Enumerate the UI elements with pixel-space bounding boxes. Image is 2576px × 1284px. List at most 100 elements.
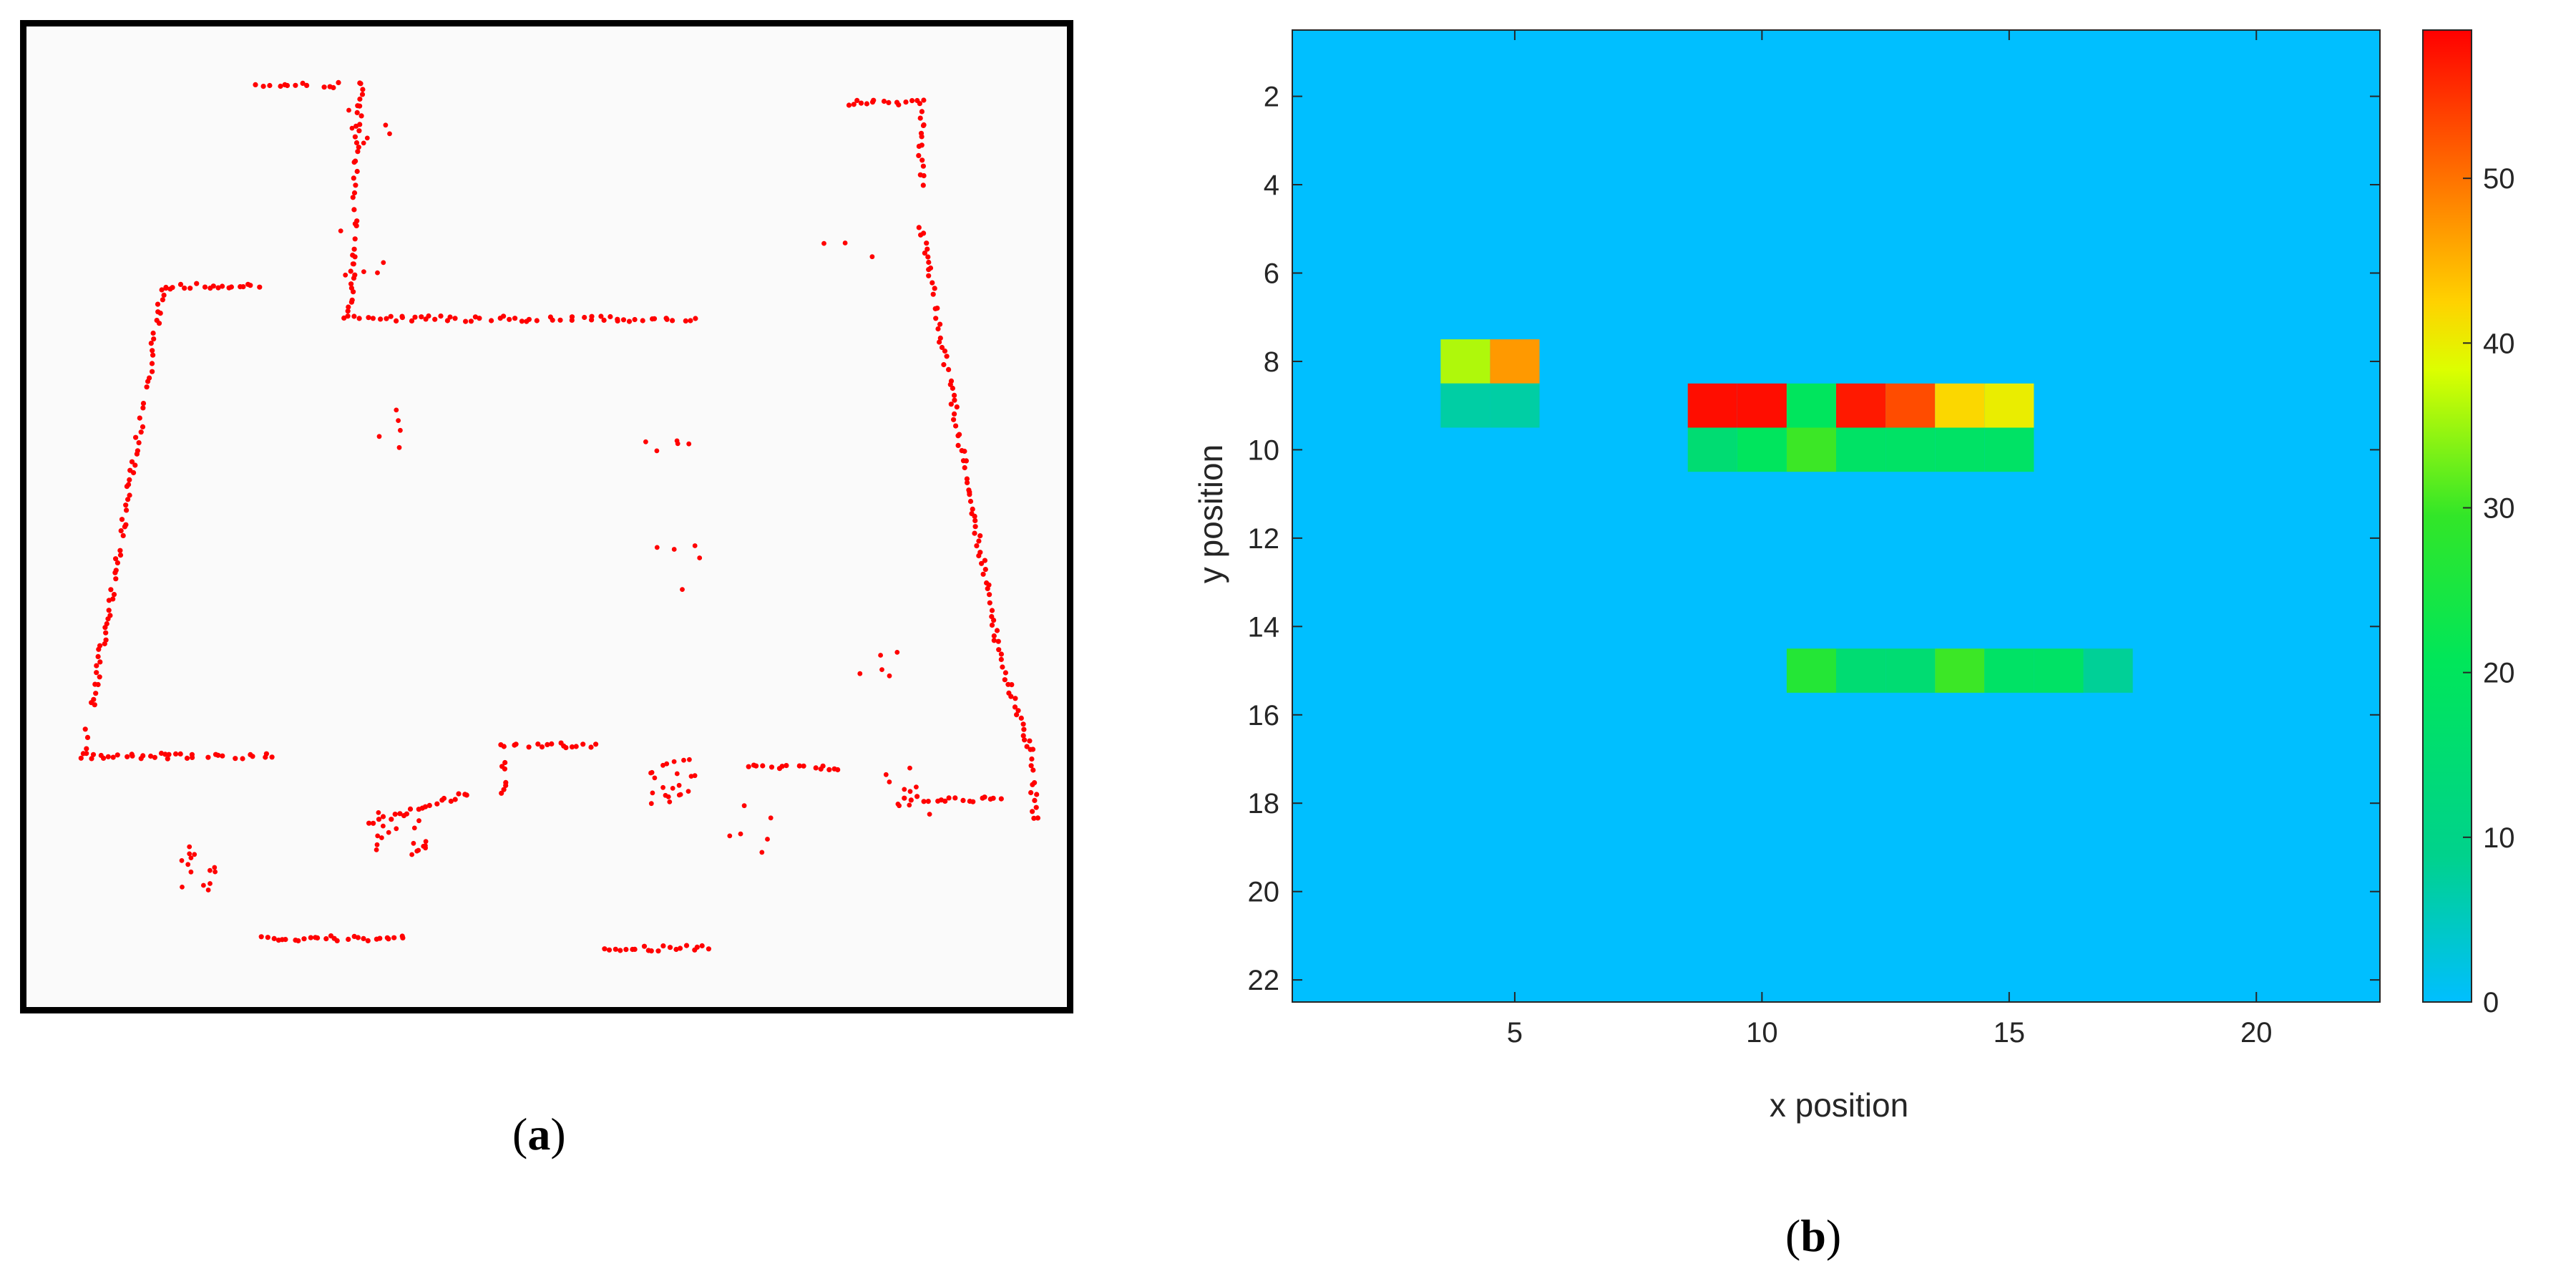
- scan-point: [240, 756, 245, 762]
- scan-point: [932, 286, 937, 291]
- scan-point: [421, 844, 426, 849]
- heatmap-frame: [1292, 29, 2381, 1003]
- x-tick-label: 10: [1746, 1017, 1778, 1049]
- scan-point: [140, 401, 147, 407]
- scan-point: [499, 790, 504, 796]
- scan-point: [113, 568, 119, 573]
- scan-point: [105, 754, 111, 759]
- scan-point: [135, 448, 140, 454]
- scan-point: [119, 517, 125, 522]
- scan-point: [423, 839, 429, 845]
- scan-point: [129, 459, 135, 465]
- scan-point: [103, 637, 109, 643]
- scan-point: [688, 318, 693, 324]
- scan-point: [654, 448, 660, 454]
- scan-point: [914, 794, 920, 799]
- scan-point: [727, 833, 733, 839]
- scan-point: [618, 948, 623, 953]
- scan-point: [394, 407, 399, 413]
- y-tick-label: 8: [1264, 346, 1279, 378]
- scan-point: [348, 285, 354, 291]
- scan-point: [101, 755, 107, 761]
- scan-point: [954, 404, 960, 410]
- scan-point: [257, 284, 263, 290]
- scan-point: [998, 651, 1004, 657]
- scan-point: [887, 779, 892, 784]
- scan-point: [615, 318, 620, 324]
- scan-point: [953, 423, 959, 429]
- scan-point: [801, 763, 806, 769]
- scan-point: [127, 477, 132, 483]
- scan-point: [192, 852, 197, 857]
- scan-point: [871, 97, 877, 103]
- scan-point: [177, 281, 184, 287]
- scan-point: [678, 792, 683, 797]
- scan-point: [348, 268, 353, 274]
- scan-point: [965, 480, 970, 486]
- scan-point: [376, 434, 382, 439]
- scan-point: [1012, 704, 1018, 710]
- scan-point: [994, 628, 1000, 633]
- scan-point: [381, 260, 386, 266]
- heatmap-cell: [1490, 339, 1540, 384]
- scan-point: [346, 304, 351, 310]
- scan-point: [942, 348, 948, 354]
- scan-point: [606, 947, 613, 953]
- scan-point: [935, 306, 940, 311]
- scan-point: [513, 741, 519, 747]
- scan-point: [972, 524, 978, 530]
- scan-point: [664, 761, 670, 767]
- scan-point: [392, 812, 398, 817]
- scan-point: [952, 397, 957, 403]
- heatmap-cell: [2034, 648, 2084, 693]
- scan-point: [148, 753, 154, 759]
- heatmap-cell: [1737, 383, 1787, 428]
- scan-point: [150, 369, 155, 374]
- scan-point: [447, 314, 453, 320]
- scan-point: [271, 935, 277, 941]
- scan-point: [463, 318, 469, 324]
- scan-point: [84, 751, 89, 757]
- scan-point: [352, 134, 358, 140]
- scan-point: [952, 392, 957, 398]
- scan-point: [351, 175, 356, 181]
- scan-point: [444, 318, 451, 324]
- scan-point: [349, 297, 355, 303]
- scan-point: [378, 316, 384, 322]
- scan-point: [267, 82, 273, 89]
- scan-point: [114, 560, 120, 566]
- colorbar-tick-label: 50: [2483, 163, 2515, 195]
- scan-point: [676, 782, 682, 788]
- scan-point: [909, 98, 915, 104]
- scan-point: [407, 806, 414, 812]
- scan-point: [205, 754, 211, 760]
- scan-point: [955, 433, 961, 439]
- scan-point: [501, 787, 507, 792]
- scan-point: [117, 553, 124, 558]
- scan-point: [648, 801, 654, 807]
- scan-point: [881, 98, 887, 104]
- scan-point: [370, 316, 376, 321]
- scan-point: [180, 885, 185, 890]
- scan-point: [84, 734, 91, 740]
- scan-point: [346, 936, 351, 942]
- scan-point: [641, 943, 648, 949]
- scan-point: [660, 943, 666, 949]
- scan-point: [1030, 809, 1035, 814]
- scan-point: [1028, 789, 1034, 796]
- scan-point: [94, 663, 99, 668]
- panel-b-letter: b: [1800, 1210, 1826, 1261]
- scan-point: [526, 316, 532, 322]
- scan-point: [215, 752, 221, 758]
- scan-point: [336, 79, 341, 85]
- scan-point: [366, 315, 371, 321]
- scan-point: [354, 218, 360, 224]
- scan-point: [692, 773, 698, 779]
- scan-point: [784, 763, 789, 769]
- scan-point: [897, 803, 902, 809]
- scan-point: [989, 622, 995, 628]
- scan-point: [1031, 815, 1037, 821]
- scan-point: [660, 762, 665, 768]
- scan-point: [991, 638, 997, 643]
- scan-point: [210, 283, 216, 289]
